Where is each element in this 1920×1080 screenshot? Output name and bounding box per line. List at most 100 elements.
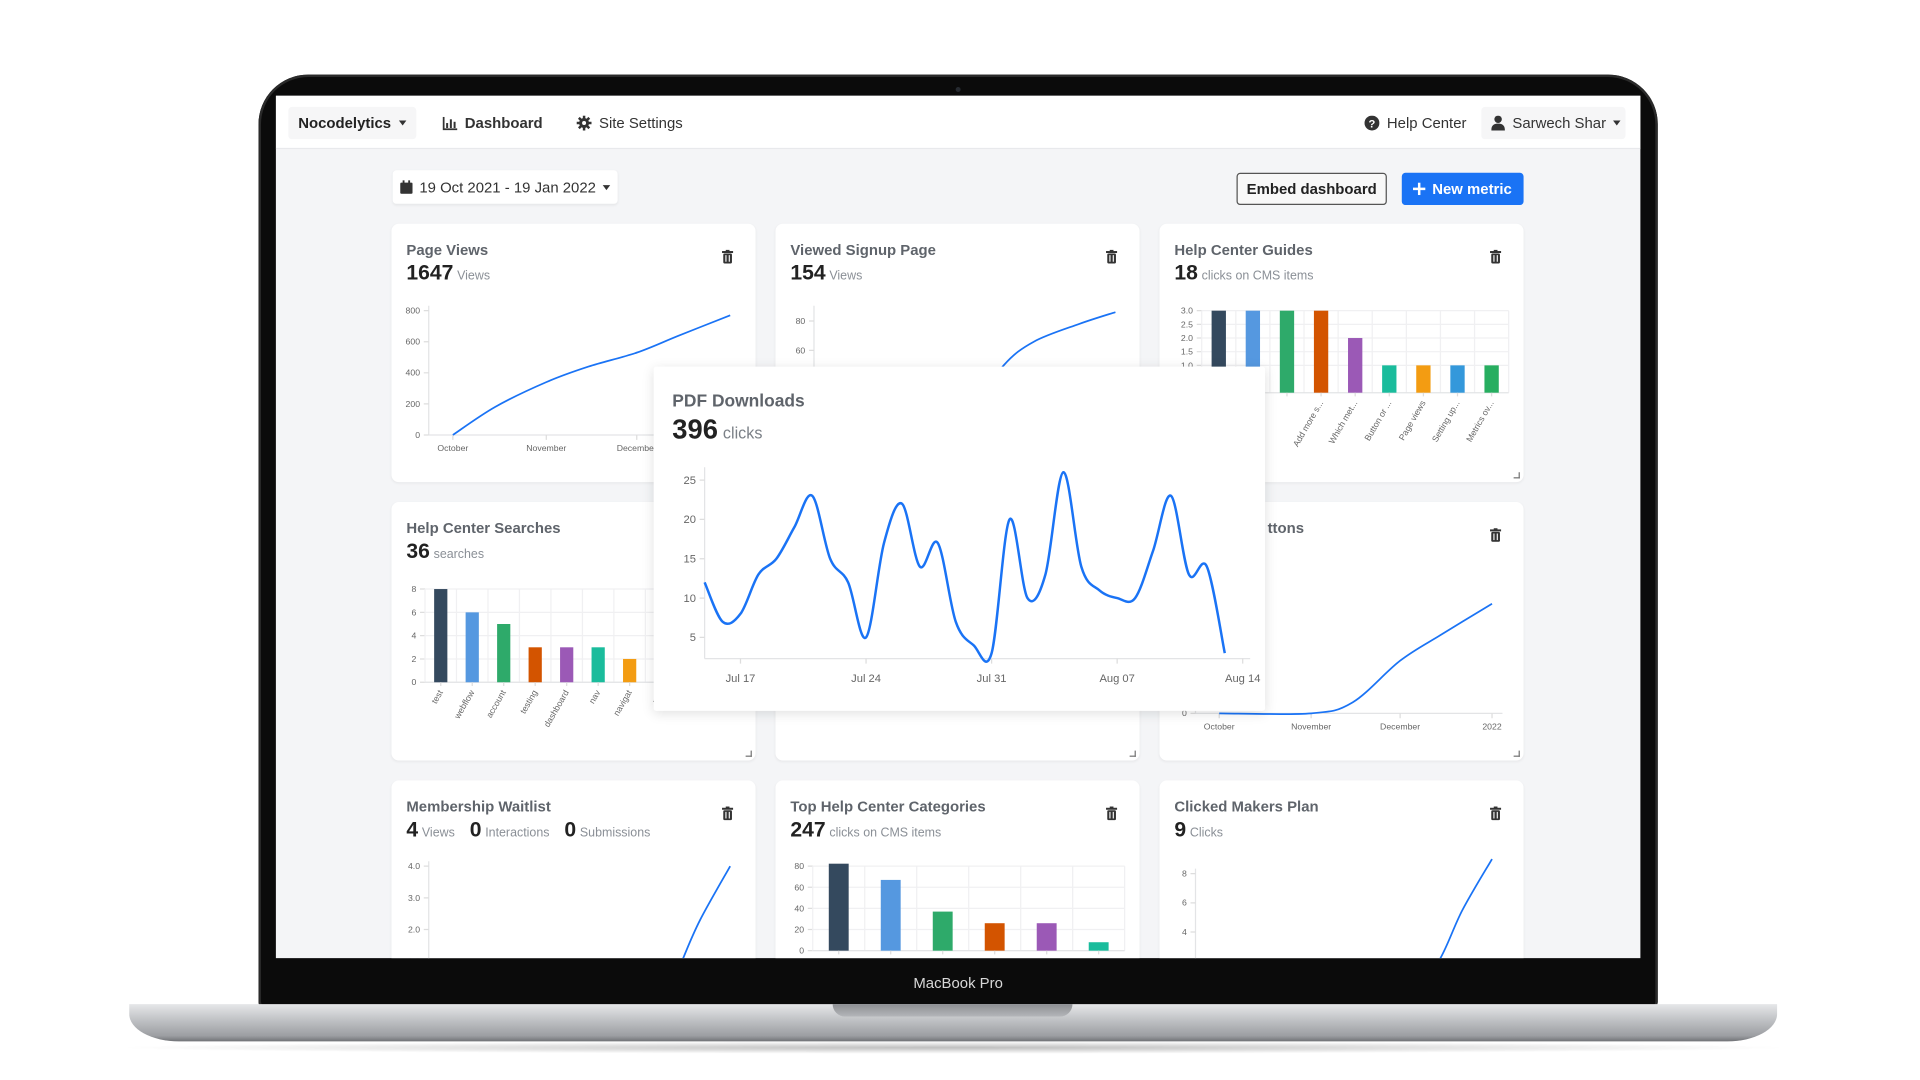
card-metrics: 9 Clicks <box>1174 818 1223 843</box>
card-title: ttons <box>1267 519 1305 537</box>
metric-value: 1647 <box>406 260 454 285</box>
bar <box>1036 923 1057 951</box>
chart: 0 200 400 600 800 October November December <box>406 306 741 453</box>
bar <box>591 647 605 683</box>
chart: 0 2 4 6 8 test webflow account testing dashboard n… <box>411 584 709 729</box>
trash-icon[interactable] <box>1490 804 1502 826</box>
nav-help-center[interactable]: ? Help Center <box>1364 107 1466 139</box>
y-tick-label: 8 <box>411 584 416 594</box>
bar <box>1313 310 1329 393</box>
y-tick-label: 1.0 <box>408 956 420 958</box>
metric-card[interactable]: 4 6 8 Clicked Makers Plan 9 Clicks <box>1159 780 1524 959</box>
embed-dashboard-button[interactable]: Embed dashboard <box>1236 172 1387 206</box>
y-tick-label: 60 <box>794 882 804 892</box>
y-tick-label: 40 <box>794 903 804 913</box>
nav-site-settings-label: Site Settings <box>598 114 683 132</box>
metric: 0 Submissions <box>564 818 650 843</box>
x-tick-label: test <box>429 688 445 706</box>
metric-unit: Clicks <box>1189 826 1224 841</box>
user-icon <box>1491 115 1505 131</box>
nav-site-settings[interactable]: Site Settings <box>576 107 683 139</box>
x-tick-label: Jul 31 <box>977 673 1007 685</box>
card-metrics: 4 Views 0 Interactions 0 Submissions <box>406 818 650 843</box>
dragged-card-pdf-downloads[interactable]: PDF Downloads 396 clicks 5 10 15 20 25 Jul 17 J… <box>653 366 1266 711</box>
y-tick-label: 60 <box>796 345 806 355</box>
y-tick-label: 20 <box>794 925 804 935</box>
trash-icon[interactable] <box>1106 247 1118 269</box>
x-tick-label: 2022 <box>1482 721 1501 731</box>
bar <box>434 589 448 683</box>
calendar-icon <box>400 180 414 194</box>
card-title: Top Help Center Categories <box>790 797 986 816</box>
card-title: PDF Downloads <box>672 390 805 411</box>
card-metrics: 18 clicks on CMS items <box>1174 261 1313 286</box>
resize-handle[interactable] <box>745 750 752 757</box>
metric: 247 clicks on CMS items <box>790 818 941 843</box>
resize-handle[interactable] <box>1513 750 1520 757</box>
series-line <box>1439 858 1493 959</box>
card-title: Page Views <box>406 241 489 259</box>
card-title: Clicked Makers Plan <box>1174 797 1319 816</box>
resize-handle[interactable] <box>1513 472 1520 479</box>
card-title: Help Center Searches <box>406 519 561 537</box>
chart: 1.0 2.0 3.0 4.0 <box>408 861 731 959</box>
date-range-label: 19 Oct 2021 - 19 Jan 2022 <box>419 178 596 196</box>
y-tick-label: 15 <box>683 553 695 565</box>
resize-handle[interactable] <box>1129 750 1136 757</box>
trash-icon[interactable] <box>1106 804 1118 826</box>
bar <box>560 647 574 683</box>
card-metrics: 247 clicks on CMS items <box>790 818 941 843</box>
x-tick-label: October <box>1204 721 1235 731</box>
card-metrics: 154 Views <box>790 261 862 286</box>
chart-icon <box>442 116 458 130</box>
trash-icon[interactable] <box>1490 526 1502 548</box>
y-tick-label: 6 <box>1182 898 1187 908</box>
bar <box>465 612 479 683</box>
metric-unit: clicks <box>722 423 763 443</box>
y-tick-label: 3.0 <box>408 893 420 903</box>
new-metric-button[interactable]: New metric <box>1401 172 1524 206</box>
metric-unit: Views <box>457 269 491 284</box>
bar <box>828 863 849 951</box>
metric: 9 Clicks <box>1174 818 1223 843</box>
brand-dropdown[interactable]: Nocodelytics <box>288 106 416 140</box>
series-line <box>703 470 1227 663</box>
bar <box>497 624 511 683</box>
bar <box>1348 338 1363 393</box>
metric: 1647 Views <box>406 261 490 286</box>
y-tick-label: 0 <box>415 430 420 440</box>
y-tick-label: 2 <box>411 654 416 664</box>
card-title: Viewed Signup Page <box>790 241 936 259</box>
x-tick-label: Page views <box>1397 398 1428 442</box>
metric-value: 154 <box>790 260 826 285</box>
series-line <box>682 865 731 959</box>
y-tick-label: 80 <box>796 316 806 326</box>
metric-unit: Interactions <box>485 826 550 841</box>
date-range-picker[interactable]: 19 Oct 2021 - 19 Jan 2022 <box>392 170 618 204</box>
metric-unit: clicks on CMS items <box>1201 269 1314 284</box>
x-tick-label: Jul 17 <box>726 673 756 685</box>
x-tick-label: November <box>1291 721 1331 731</box>
y-tick-label: 200 <box>406 399 421 409</box>
metric-value: 4 <box>406 817 419 842</box>
metric-card[interactable]: 0 20 40 60 80 Top Help Center Categories 247 cl… <box>775 780 1140 959</box>
bar <box>1484 365 1499 393</box>
metric: 0 Interactions <box>470 818 550 843</box>
bar <box>1279 310 1295 393</box>
bar <box>623 658 637 683</box>
x-tick-label: October <box>437 443 468 453</box>
trash-icon[interactable] <box>722 247 734 269</box>
x-tick-label: December <box>617 443 657 453</box>
y-tick-label: 2.0 <box>408 924 420 934</box>
trash-icon[interactable] <box>722 804 734 826</box>
series-line <box>452 314 731 436</box>
nav-dashboard[interactable]: Dashboard <box>442 107 543 139</box>
plus-icon <box>1413 182 1427 196</box>
caret-down-icon <box>398 120 407 126</box>
metric-unit: Views <box>421 826 455 841</box>
chart: 5 10 15 20 25 Jul 17 Jul 24 Jul 31 Aug 07 Aug 14 <box>683 467 1260 685</box>
metric: 154 Views <box>790 261 862 286</box>
trash-icon[interactable] <box>1490 247 1502 269</box>
user-menu[interactable]: Sarwech Shar <box>1481 106 1626 140</box>
